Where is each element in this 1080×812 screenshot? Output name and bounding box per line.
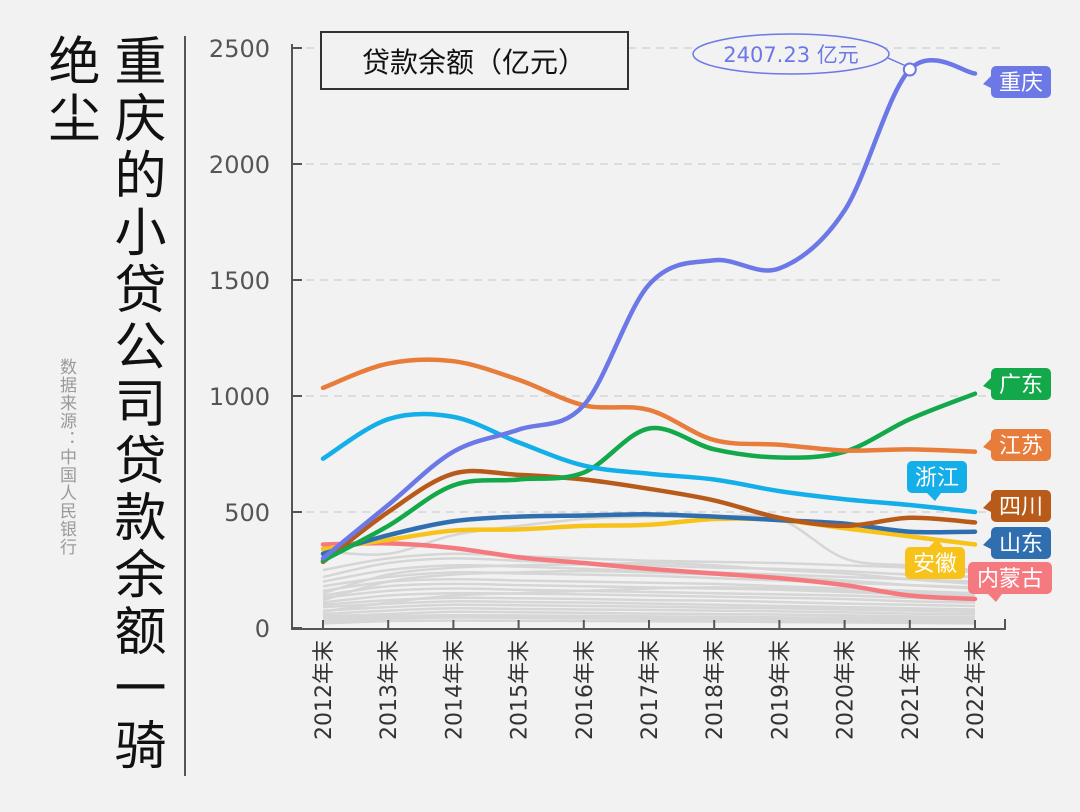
series-label-四川: 四川	[983, 490, 1051, 522]
label-pointer	[983, 378, 991, 390]
x-tick-label: 2019年末	[768, 640, 793, 740]
series-label-重庆: 重庆	[983, 66, 1051, 98]
series-label-浙江: 浙江	[907, 461, 967, 501]
series-label-安徽: 安徽	[905, 539, 965, 579]
label-pointer	[983, 76, 991, 88]
divider	[184, 36, 186, 776]
other-province-line	[322, 514, 976, 572]
x-tick-label: 2020年末	[834, 640, 859, 740]
peak-annotation-text: 2407.23 亿元	[723, 43, 859, 67]
other-province-line	[322, 561, 976, 595]
x-tick-label: 2015年末	[508, 640, 533, 740]
chart-title-box: 贷款余额（亿元）	[320, 31, 629, 90]
series-label-text: 山东	[999, 532, 1043, 557]
other-province-line	[322, 606, 976, 616]
y-tick-label: 2000	[209, 151, 270, 179]
series-label-山东: 山东	[983, 527, 1051, 559]
x-tick-label: 2012年末	[312, 640, 337, 740]
other-province-line	[322, 587, 976, 602]
x-tick-label: 2021年末	[899, 640, 924, 740]
series-label-text: 安徽	[913, 552, 957, 577]
other-province-line	[322, 557, 976, 579]
series-label-内蒙古: 内蒙古	[968, 562, 1052, 602]
label-box	[991, 368, 1051, 400]
x-tick-label: 2014年末	[442, 640, 467, 740]
label-box	[968, 562, 1052, 594]
peak-annotation: 2407.23 亿元	[692, 33, 907, 75]
y-tick-label: 2500	[209, 35, 270, 63]
y-tick-label: 1500	[209, 267, 270, 295]
label-box	[991, 66, 1051, 98]
other-province-line	[322, 600, 976, 611]
series-line-内蒙古	[320, 540, 978, 602]
peak-marker	[902, 62, 917, 77]
chart-title: 贷款余额（亿元）	[362, 46, 586, 79]
series-label-广东: 广东	[983, 368, 1051, 400]
label-pointer	[988, 594, 1002, 602]
label-box	[991, 490, 1051, 522]
other-province-line	[322, 603, 976, 614]
series-label-text: 重庆	[999, 71, 1043, 96]
chart-headline: 重庆的小贷公司贷款余额一骑绝尘	[39, 34, 165, 775]
y-tick-label: 0	[255, 615, 270, 643]
series-line-江苏	[320, 357, 978, 454]
series-line-四川	[320, 468, 978, 565]
x-tick-label: 2016年末	[573, 640, 598, 740]
series-line-浙江	[320, 411, 978, 515]
label-box	[907, 461, 967, 493]
series-label-江苏: 江苏	[983, 429, 1051, 461]
other-province-line	[322, 569, 976, 602]
series-label-text: 浙江	[915, 466, 959, 491]
label-box	[991, 429, 1051, 461]
x-tick-label: 2013年末	[377, 640, 402, 740]
other-province-line	[322, 610, 976, 619]
series-label-text: 四川	[999, 495, 1043, 520]
y-tick-label: 1000	[209, 383, 270, 411]
series-label-text: 广东	[999, 373, 1043, 398]
label-pointer	[983, 439, 991, 451]
series-label-text: 内蒙古	[977, 567, 1043, 592]
other-province-line	[322, 552, 976, 574]
label-box	[905, 547, 965, 579]
label-pointer	[983, 537, 991, 549]
other-province-line	[322, 570, 976, 589]
series-line-重庆	[320, 57, 978, 561]
other-province-line	[322, 613, 976, 621]
x-tick-label: 2017年末	[638, 640, 663, 740]
data-source: 数据来源：中国人民银行	[56, 358, 76, 556]
x-tick-label: 2022年末	[964, 640, 989, 740]
label-box	[991, 527, 1051, 559]
other-province-line	[322, 591, 976, 604]
other-province-line	[322, 616, 976, 623]
label-pointer	[929, 539, 943, 547]
series-line-广东	[320, 391, 978, 563]
series-label-text: 江苏	[999, 434, 1043, 459]
y-tick-label: 500	[224, 499, 270, 527]
label-pointer	[927, 493, 941, 501]
label-pointer	[983, 500, 991, 512]
other-province-line	[322, 586, 976, 613]
x-tick-label: 2018年末	[703, 640, 728, 740]
series-line-安徽	[320, 516, 978, 552]
